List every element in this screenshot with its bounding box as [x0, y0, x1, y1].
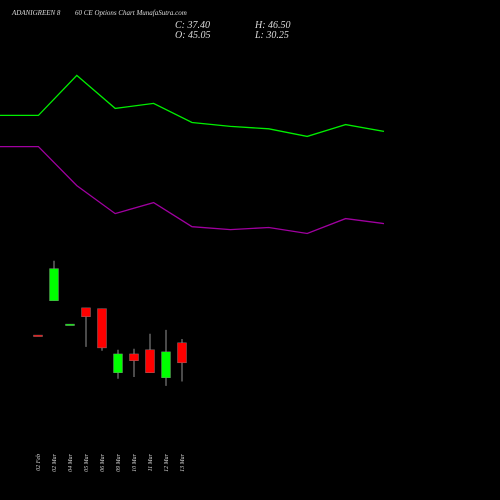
candle-body [161, 351, 171, 378]
candle-body [33, 334, 43, 337]
low-label: L: 30.25 [254, 30, 289, 41]
x-tick-label: 09 Mar [116, 453, 122, 471]
candle-body [177, 342, 187, 364]
x-tick-label: 10 Mar [132, 453, 138, 471]
candle-body [65, 323, 75, 326]
x-tick-label: 02 Mar [52, 453, 58, 471]
candle-body [113, 353, 123, 373]
high-label: H: 46.50 [254, 20, 291, 31]
x-tick-label: 05 Mar [84, 453, 90, 471]
x-tick-label: 02 Feb [36, 454, 42, 471]
chart-title: ADANIGREEN 8 [11, 9, 61, 17]
chart-subtitle: 60 CE Options Chart MunafaSutra.com [75, 9, 187, 17]
x-tick-label: 11 Mar [148, 453, 154, 471]
x-tick-label: 04 Mar [67, 453, 74, 471]
x-tick-label: 12 Mar [164, 453, 170, 471]
indicator-line [0, 74, 385, 138]
candle-body [145, 349, 155, 373]
close-label: C: 37.40 [175, 20, 210, 31]
candle-body [81, 307, 91, 317]
x-tick-label: 13 Mar [180, 453, 186, 471]
candle-body [129, 353, 139, 361]
indicator-line [0, 145, 385, 235]
candle-body [97, 308, 107, 349]
open-label: O: 45.05 [175, 30, 211, 41]
x-tick-label: 06 Mar [100, 453, 106, 471]
candle-body [49, 268, 59, 301]
